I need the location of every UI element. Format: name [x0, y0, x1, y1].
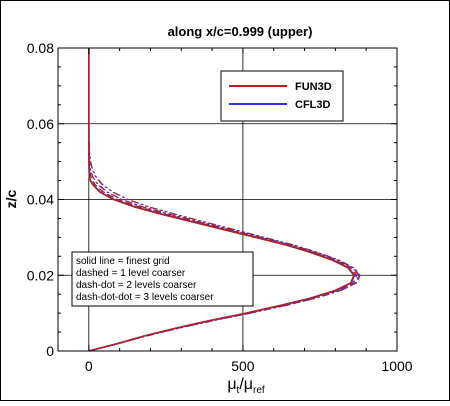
x-tick-label-0: 0 — [85, 358, 93, 374]
x-tick-label-1: 500 — [231, 358, 255, 374]
legend-label-cfl3d: CFL3D — [295, 99, 331, 111]
x-axis-label-slash-mu: /μ — [239, 376, 253, 393]
y-tick-label-1: 0.02 — [27, 267, 54, 283]
annotation-box: solid line = finest grid dashed = 1 leve… — [71, 251, 254, 307]
axis-ticks — [57, 47, 398, 352]
y-tick-label-4: 0.08 — [27, 40, 54, 56]
legend: FUN3D CFL3D — [220, 70, 344, 122]
annotation-line-3: dash-dot = 2 levels coarser — [76, 280, 197, 291]
annotation-line-2: dashed = 1 level coarser — [76, 268, 186, 279]
y-tick-label-3: 0.06 — [27, 116, 54, 132]
annotation-line-4: dash-dot-dot = 3 levels coarser — [76, 292, 214, 303]
chart-title: along x/c=0.999 (upper) — [168, 24, 313, 39]
x-axis-label-mu: μ — [227, 376, 236, 393]
legend-label-fun3d: FUN3D — [295, 81, 332, 93]
x-axis-label-sub-ref: ref — [253, 385, 265, 396]
x-tick-label-2: 1000 — [381, 358, 412, 374]
x-axis-label-sub-t: t — [237, 385, 240, 396]
y-tick-labels: 0 0.02 0.04 0.06 0.08 — [27, 40, 54, 359]
y-tick-label-2: 0.04 — [27, 192, 54, 208]
series-layer — [88, 48, 361, 352]
legend-box — [220, 70, 344, 122]
x-tick-labels: 0 500 1000 — [85, 358, 413, 374]
y-axis-label: z/c — [3, 189, 19, 208]
y-tick-label-0: 0 — [46, 343, 54, 359]
annotation-line-1: solid line = finest grid — [76, 256, 170, 267]
x-axis-label: μt/μref — [227, 376, 265, 396]
annotation-frame — [71, 251, 254, 307]
series-fun3d-solid — [88, 48, 355, 352]
